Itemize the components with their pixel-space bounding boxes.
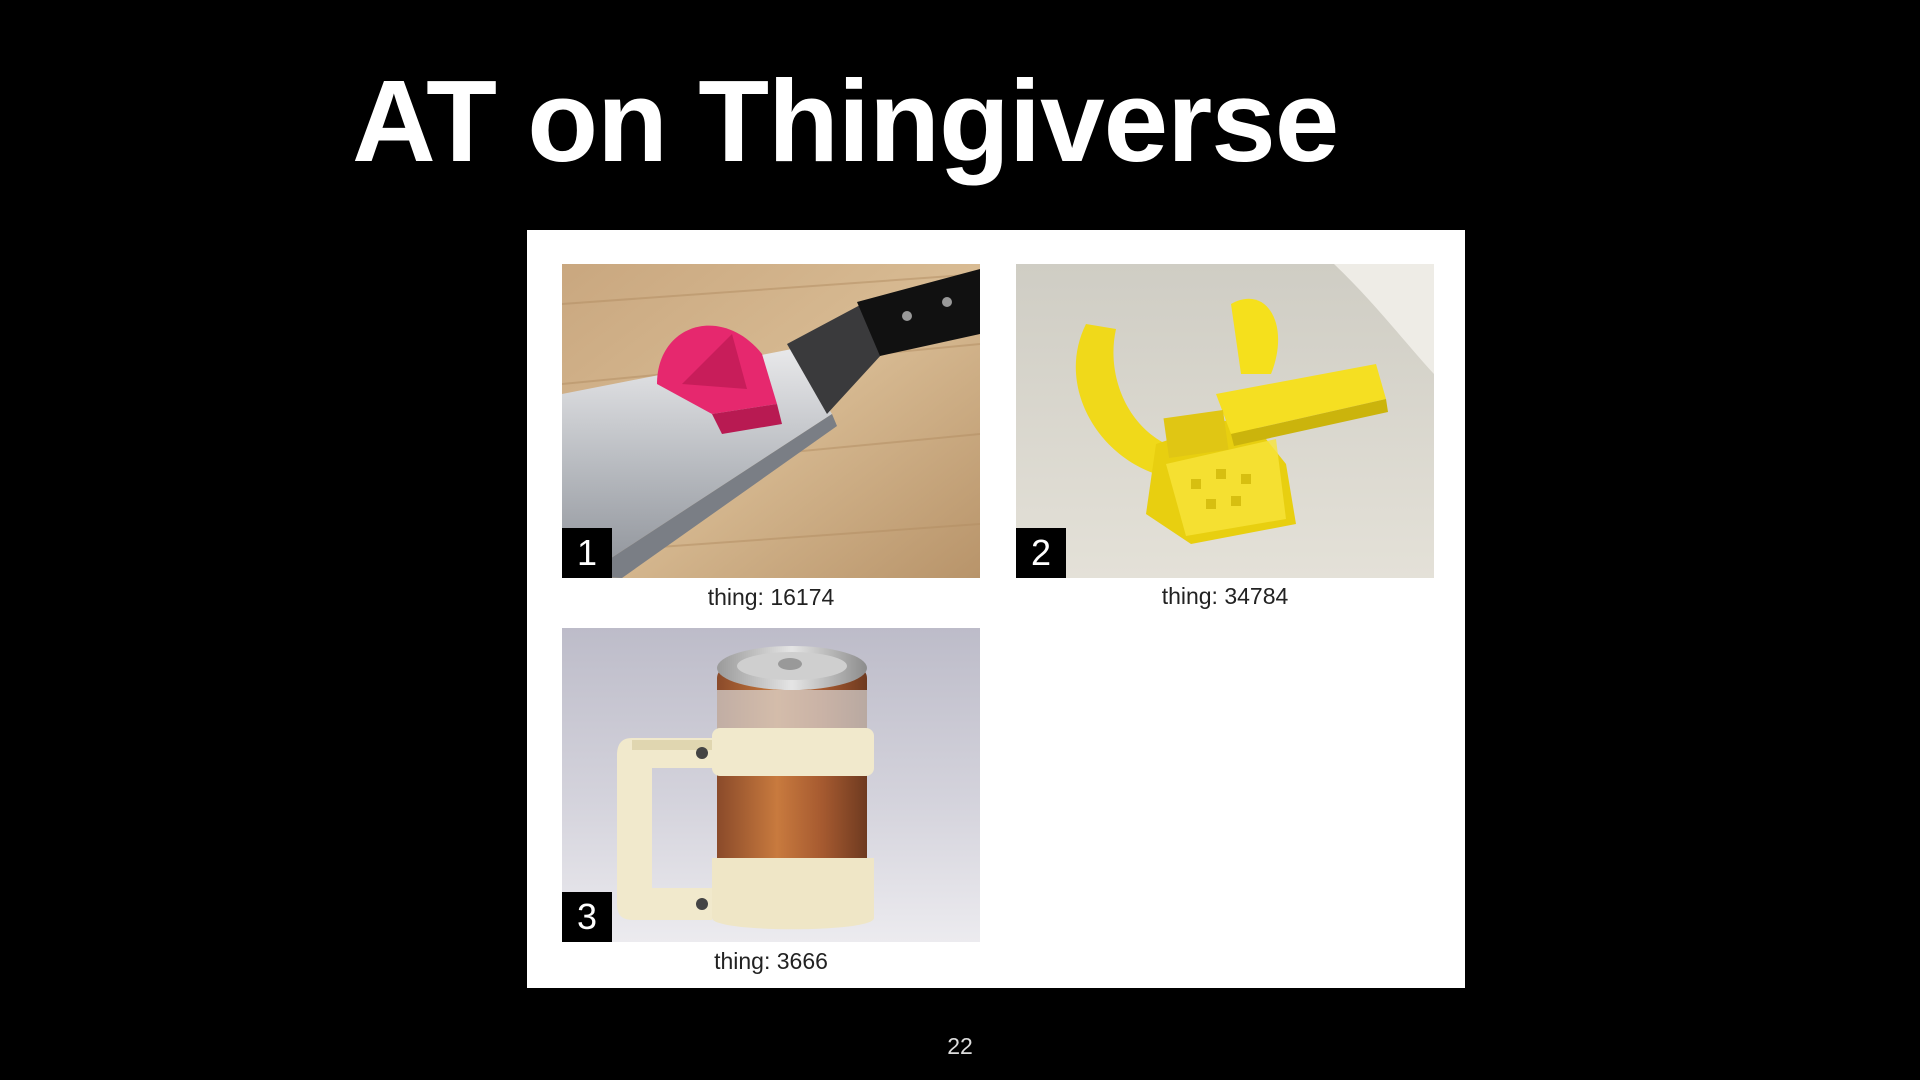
panel-caption: thing: 3666: [714, 948, 828, 974]
photo-knife-guide: 1: [562, 264, 980, 578]
page-number: 22: [947, 1033, 973, 1059]
slide-title: AT on Thingiverse: [352, 56, 1339, 186]
panel-caption: thing: 16174: [707, 584, 835, 610]
panel-number-badge: 1: [562, 528, 612, 578]
figure-panel: 1 thing: 16174: [527, 230, 1465, 988]
hand-brace-image: [1016, 264, 1434, 578]
panel-number-badge: 2: [1016, 528, 1066, 578]
photo-can-holder: 3: [562, 628, 980, 942]
knife-guide-image: [562, 264, 980, 578]
can-holder-image: [562, 628, 980, 942]
panel-caption: thing: 34784: [1161, 583, 1289, 609]
photo-hand-brace: 2: [1016, 264, 1434, 578]
panel-number-badge: 3: [562, 892, 612, 942]
